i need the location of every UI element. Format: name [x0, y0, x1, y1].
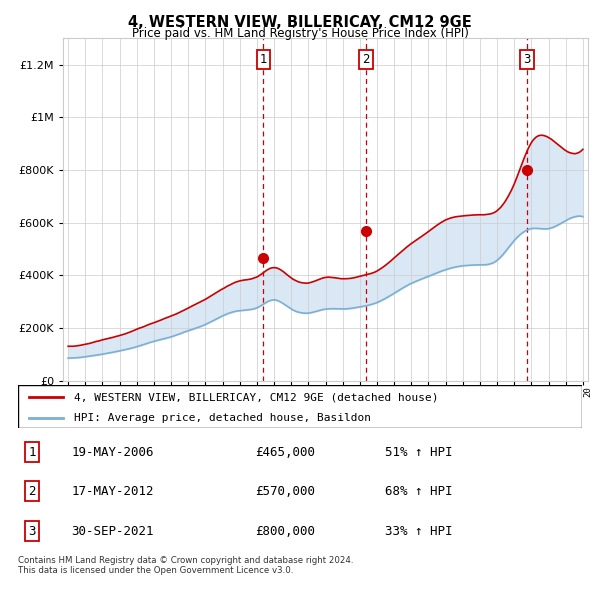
Text: 33% ↑ HPI: 33% ↑ HPI — [385, 525, 452, 537]
Text: 19-MAY-2006: 19-MAY-2006 — [71, 446, 154, 459]
Text: 1: 1 — [28, 446, 36, 459]
Text: Price paid vs. HM Land Registry's House Price Index (HPI): Price paid vs. HM Land Registry's House … — [131, 27, 469, 40]
Text: 1: 1 — [260, 53, 267, 66]
Text: 4, WESTERN VIEW, BILLERICAY, CM12 9GE (detached house): 4, WESTERN VIEW, BILLERICAY, CM12 9GE (d… — [74, 392, 439, 402]
Text: 4, WESTERN VIEW, BILLERICAY, CM12 9GE: 4, WESTERN VIEW, BILLERICAY, CM12 9GE — [128, 15, 472, 30]
Text: 30-SEP-2021: 30-SEP-2021 — [71, 525, 154, 537]
Text: 2: 2 — [28, 484, 36, 498]
Text: 68% ↑ HPI: 68% ↑ HPI — [385, 484, 452, 498]
Text: HPI: Average price, detached house, Basildon: HPI: Average price, detached house, Basi… — [74, 414, 371, 424]
Text: £570,000: £570,000 — [255, 484, 315, 498]
Text: Contains HM Land Registry data © Crown copyright and database right 2024.
This d: Contains HM Land Registry data © Crown c… — [18, 556, 353, 575]
Text: 17-MAY-2012: 17-MAY-2012 — [71, 484, 154, 498]
Text: £800,000: £800,000 — [255, 525, 315, 537]
Text: 3: 3 — [523, 53, 531, 66]
Text: 51% ↑ HPI: 51% ↑ HPI — [385, 446, 452, 459]
Text: 2: 2 — [362, 53, 370, 66]
Text: £465,000: £465,000 — [255, 446, 315, 459]
Text: 3: 3 — [28, 525, 36, 537]
